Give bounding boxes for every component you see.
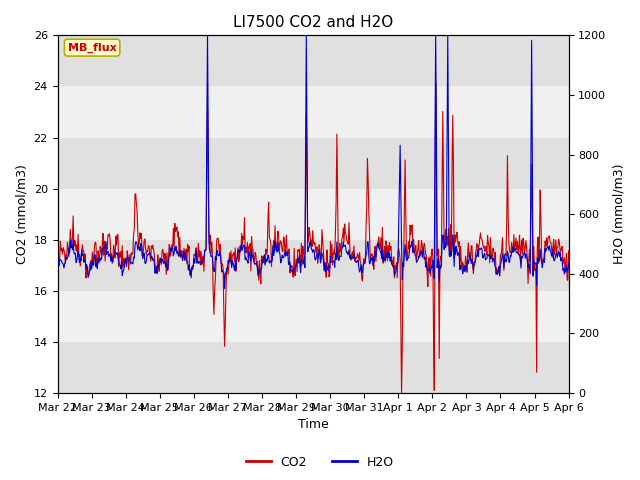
Bar [58,189,568,240]
Legend: CO2, H2O: CO2, H2O [241,451,399,474]
Bar [58,138,568,189]
Bar [58,86,568,138]
Bar [58,342,568,393]
Y-axis label: H2O (mmol/m3): H2O (mmol/m3) [612,164,625,264]
Bar [58,291,568,342]
Text: MB_flux: MB_flux [68,43,116,53]
Bar [58,36,568,86]
X-axis label: Time: Time [298,419,328,432]
Bar [58,240,568,291]
Title: LI7500 CO2 and H2O: LI7500 CO2 and H2O [233,15,393,30]
Y-axis label: CO2 (mmol/m3): CO2 (mmol/m3) [15,164,28,264]
